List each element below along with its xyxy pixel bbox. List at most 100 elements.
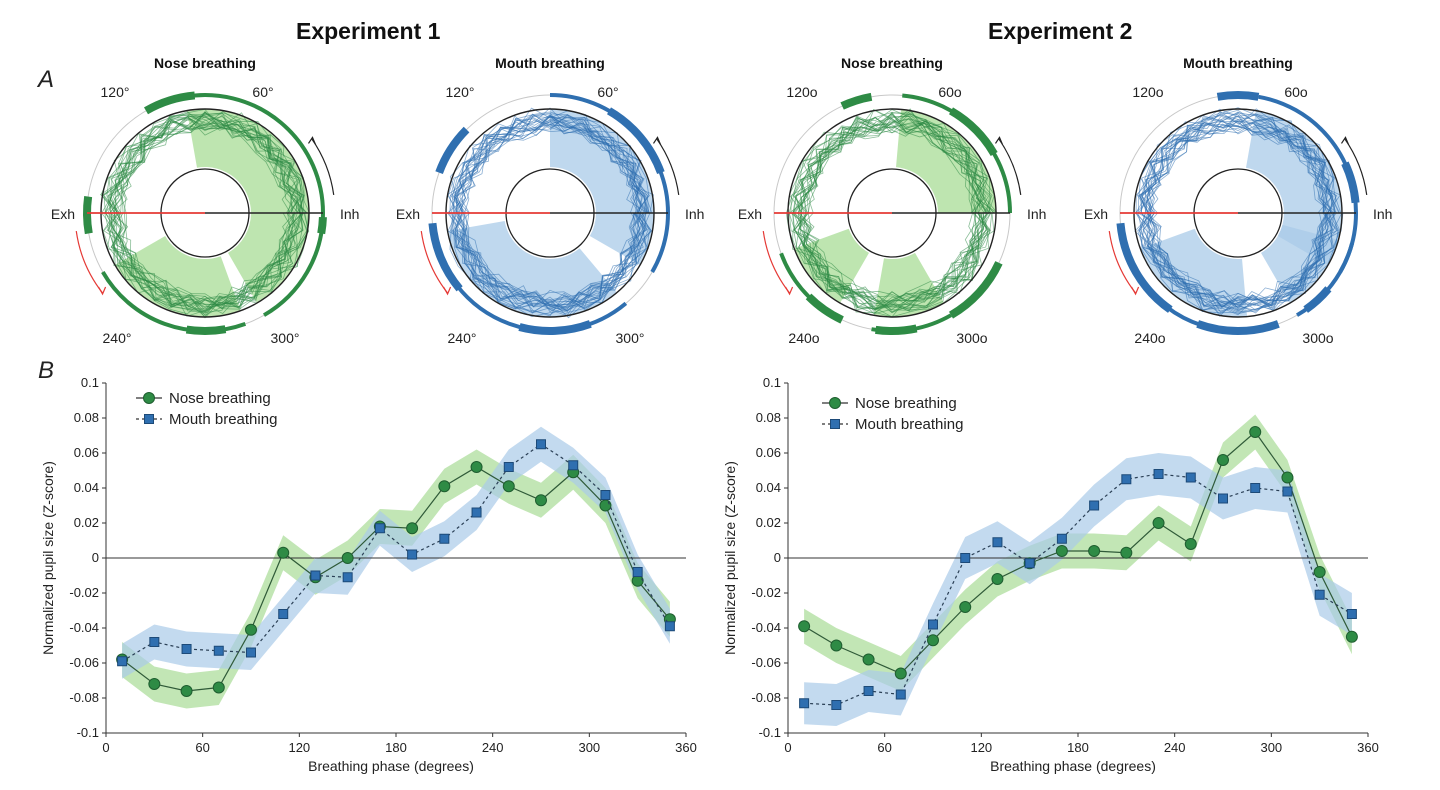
y-tick-label: 0.1: [763, 375, 781, 390]
legend-label: Mouth breathing: [855, 416, 963, 433]
nose-data-point: [212, 681, 225, 694]
mouth-data-point: [960, 553, 971, 563]
polar-title: Nose breathing: [154, 55, 256, 71]
mouth-data-point: [1185, 472, 1196, 483]
polar-thick-arc: [948, 261, 1003, 319]
label-60: 60°: [597, 84, 618, 100]
polar-plot-1: Nose breathing 120° 60° 240° 300° Exh Inh: [51, 55, 360, 346]
polar-thick-arc: [840, 92, 873, 110]
nose-data-point: [1313, 566, 1326, 578]
mouth-data-point: [1056, 533, 1067, 544]
line-chart-1: -0.1 -0.08 -0.06 -0.04 -0.02 0 0.02 0.04 0.06 0.0…: [40, 375, 697, 774]
legend-label: Nose breathing: [169, 390, 271, 407]
mouth-data-point: [503, 462, 514, 472]
nose-data-point: [1120, 546, 1133, 559]
polar-thick-arc: [1216, 91, 1260, 101]
nose-data-point: [535, 494, 547, 507]
nose-data-point: [406, 522, 419, 535]
nose-data-point: [991, 573, 1004, 585]
polar-fill-sector: [550, 109, 654, 213]
polar-title: Mouth breathing: [495, 55, 605, 71]
exh-arrow-head: [1131, 286, 1140, 296]
y-tick-label: -0.1: [759, 725, 781, 740]
nose-data-point: [927, 634, 939, 647]
label-exh: Exh: [1084, 206, 1108, 222]
y-tick-label: 0.1: [81, 375, 99, 390]
x-tick-label: 180: [1067, 740, 1089, 755]
polar-title: Mouth breathing: [1183, 55, 1293, 71]
mouth-data-point: [213, 645, 224, 656]
mouth-data-point: [799, 698, 810, 709]
nose-data-point: [502, 480, 515, 493]
label-300: 300o: [1302, 330, 1333, 346]
confidence-band-mouth: [804, 453, 1352, 726]
y-tick-label: 0.04: [756, 480, 781, 495]
nose-data-point: [277, 546, 290, 559]
polar-thick-arc: [428, 222, 463, 292]
y-tick-label: -0.04: [69, 620, 99, 635]
exh-arrow: [75, 231, 104, 294]
confidence-band-nose: [804, 414, 1352, 691]
label-60: 60o: [1284, 84, 1308, 100]
legend-label: Mouth breathing: [169, 411, 277, 428]
mouth-data-point: [439, 533, 450, 544]
polar-thick-arc: [1341, 161, 1360, 204]
nose-data-point: [1055, 545, 1068, 557]
nose-data-point: [1217, 454, 1229, 466]
y-tick-label: 0.08: [74, 410, 99, 425]
nose-data-point: [470, 461, 483, 473]
panel-label-b: B: [38, 357, 55, 384]
nose-data-point: [245, 623, 257, 636]
nose-data-point: [862, 653, 875, 666]
label-exh: Exh: [51, 206, 75, 222]
mouth-data-point: [310, 570, 321, 581]
polar-thick-arc: [1116, 222, 1173, 313]
mouth-data-point: [928, 619, 938, 630]
exh-arrow-head: [785, 286, 794, 296]
label-240: 240°: [103, 330, 132, 346]
legend-label: Nose breathing: [855, 395, 957, 412]
polar-outer-arc: [650, 212, 670, 273]
polar-outer-arc: [184, 93, 325, 214]
label-120: 120°: [446, 84, 475, 100]
nose-data-point: [341, 552, 354, 564]
mouth-data-point: [895, 689, 906, 700]
y-tick-label: 0.08: [756, 410, 781, 425]
mouth-data-point: [1089, 500, 1100, 511]
y-tick-label: 0.02: [74, 515, 99, 530]
x-tick-label: 60: [877, 740, 891, 755]
exh-arrow-head: [98, 286, 107, 296]
confidence-band-mouth: [122, 426, 670, 679]
polar-plot-3: Nose breathing 120o 60o 240o 300o Exh Inh: [738, 55, 1047, 346]
nose-data-point: [1088, 545, 1101, 557]
panel-label-a: A: [38, 66, 55, 93]
nose-data-point: [959, 601, 972, 613]
mouth-data-point: [1218, 493, 1228, 504]
nose-data-point: [180, 685, 193, 697]
mouth-data-point: [863, 686, 874, 696]
polar-fill-sector: [1277, 224, 1339, 265]
mouth-data-point: [342, 572, 353, 583]
polar-plot-2: Mouth breathing 120° 60° 240° 300° Exh Inh: [396, 55, 705, 346]
inh-arrow-head: [994, 136, 1004, 145]
mouth-data-point: [1024, 558, 1035, 569]
label-300: 300°: [271, 330, 300, 346]
mouth-data-point: [568, 460, 579, 471]
y-tick-label: -0.02: [69, 585, 99, 600]
y-tick-label: 0: [92, 550, 99, 565]
x-tick-label: 240: [1164, 740, 1186, 755]
label-300: 300°: [616, 330, 645, 346]
label-120: 120o: [1132, 84, 1163, 100]
polar-thick-arc: [518, 320, 592, 335]
nose-data-point: [1345, 630, 1358, 643]
mouth-data-point: [1250, 483, 1261, 493]
mouth-data-point: [117, 656, 128, 667]
legend-mouth-marker: [830, 419, 840, 429]
mouth-data-point: [278, 609, 289, 619]
nose-data-point: [1152, 517, 1165, 529]
polar-fill-sector: [896, 109, 996, 213]
x-axis-label: Breathing phase (degrees): [308, 758, 474, 774]
label-inh: Inh: [1373, 206, 1392, 222]
polar-title: Nose breathing: [841, 55, 943, 71]
